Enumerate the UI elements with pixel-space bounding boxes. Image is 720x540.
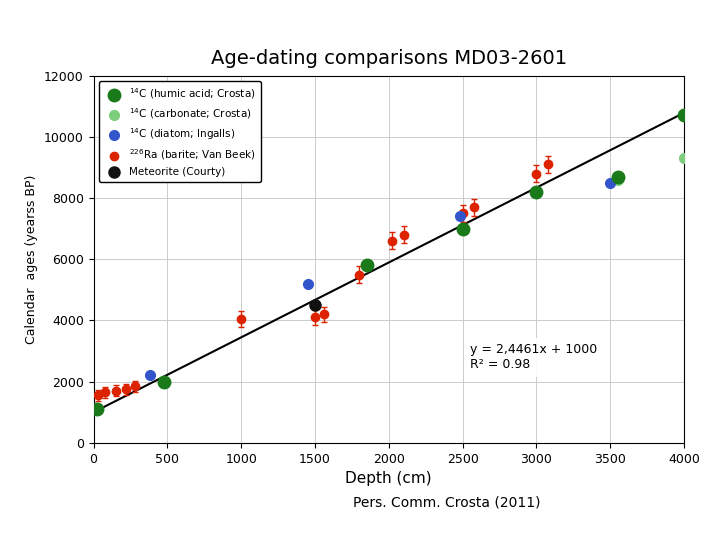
Text: Pers. Comm. Crosta (2011): Pers. Comm. Crosta (2011) [353,495,540,509]
$^{14}$C (humic acid; Crosta) [612,172,624,181]
Legend: $^{14}$C (humic acid; Crosta), $^{14}$C (carbonate; Crosta), $^{14}$C (diatom; I: $^{14}$C (humic acid; Crosta), $^{14}$C … [99,81,261,183]
$^{14}$C (humic acid; Crosta) [457,224,469,233]
$^{14}$C (humic acid; Crosta) [91,405,102,414]
$^{14}$C (humic acid; Crosta) [678,111,690,120]
$^{14}$C (diatom; Ingalls) [454,212,465,221]
$^{14}$C (humic acid; Crosta) [361,261,372,269]
Y-axis label: Calendar  ages (yearss BP): Calendar ages (yearss BP) [25,174,38,344]
$^{14}$C (diatom; Ingalls) [302,279,313,288]
$^{14}$C (carbonate; Crosta) [678,154,690,163]
Title: Age-dating comparisons MD03-2601: Age-dating comparisons MD03-2601 [211,50,567,69]
$^{14}$C (carbonate; Crosta) [612,176,624,184]
$^{14}$C (humic acid; Crosta) [531,187,542,196]
$^{14}$C (diatom; Ingalls) [605,178,616,187]
$^{14}$C (diatom; Ingalls) [144,371,156,380]
$^{14}$C (humic acid; Crosta) [158,377,170,386]
Text: y = 2,4461x + 1000
R² = 0.98: y = 2,4461x + 1000 R² = 0.98 [470,343,597,371]
Meteorite (Courty) [310,301,321,309]
X-axis label: Depth (cm): Depth (cm) [346,471,432,486]
